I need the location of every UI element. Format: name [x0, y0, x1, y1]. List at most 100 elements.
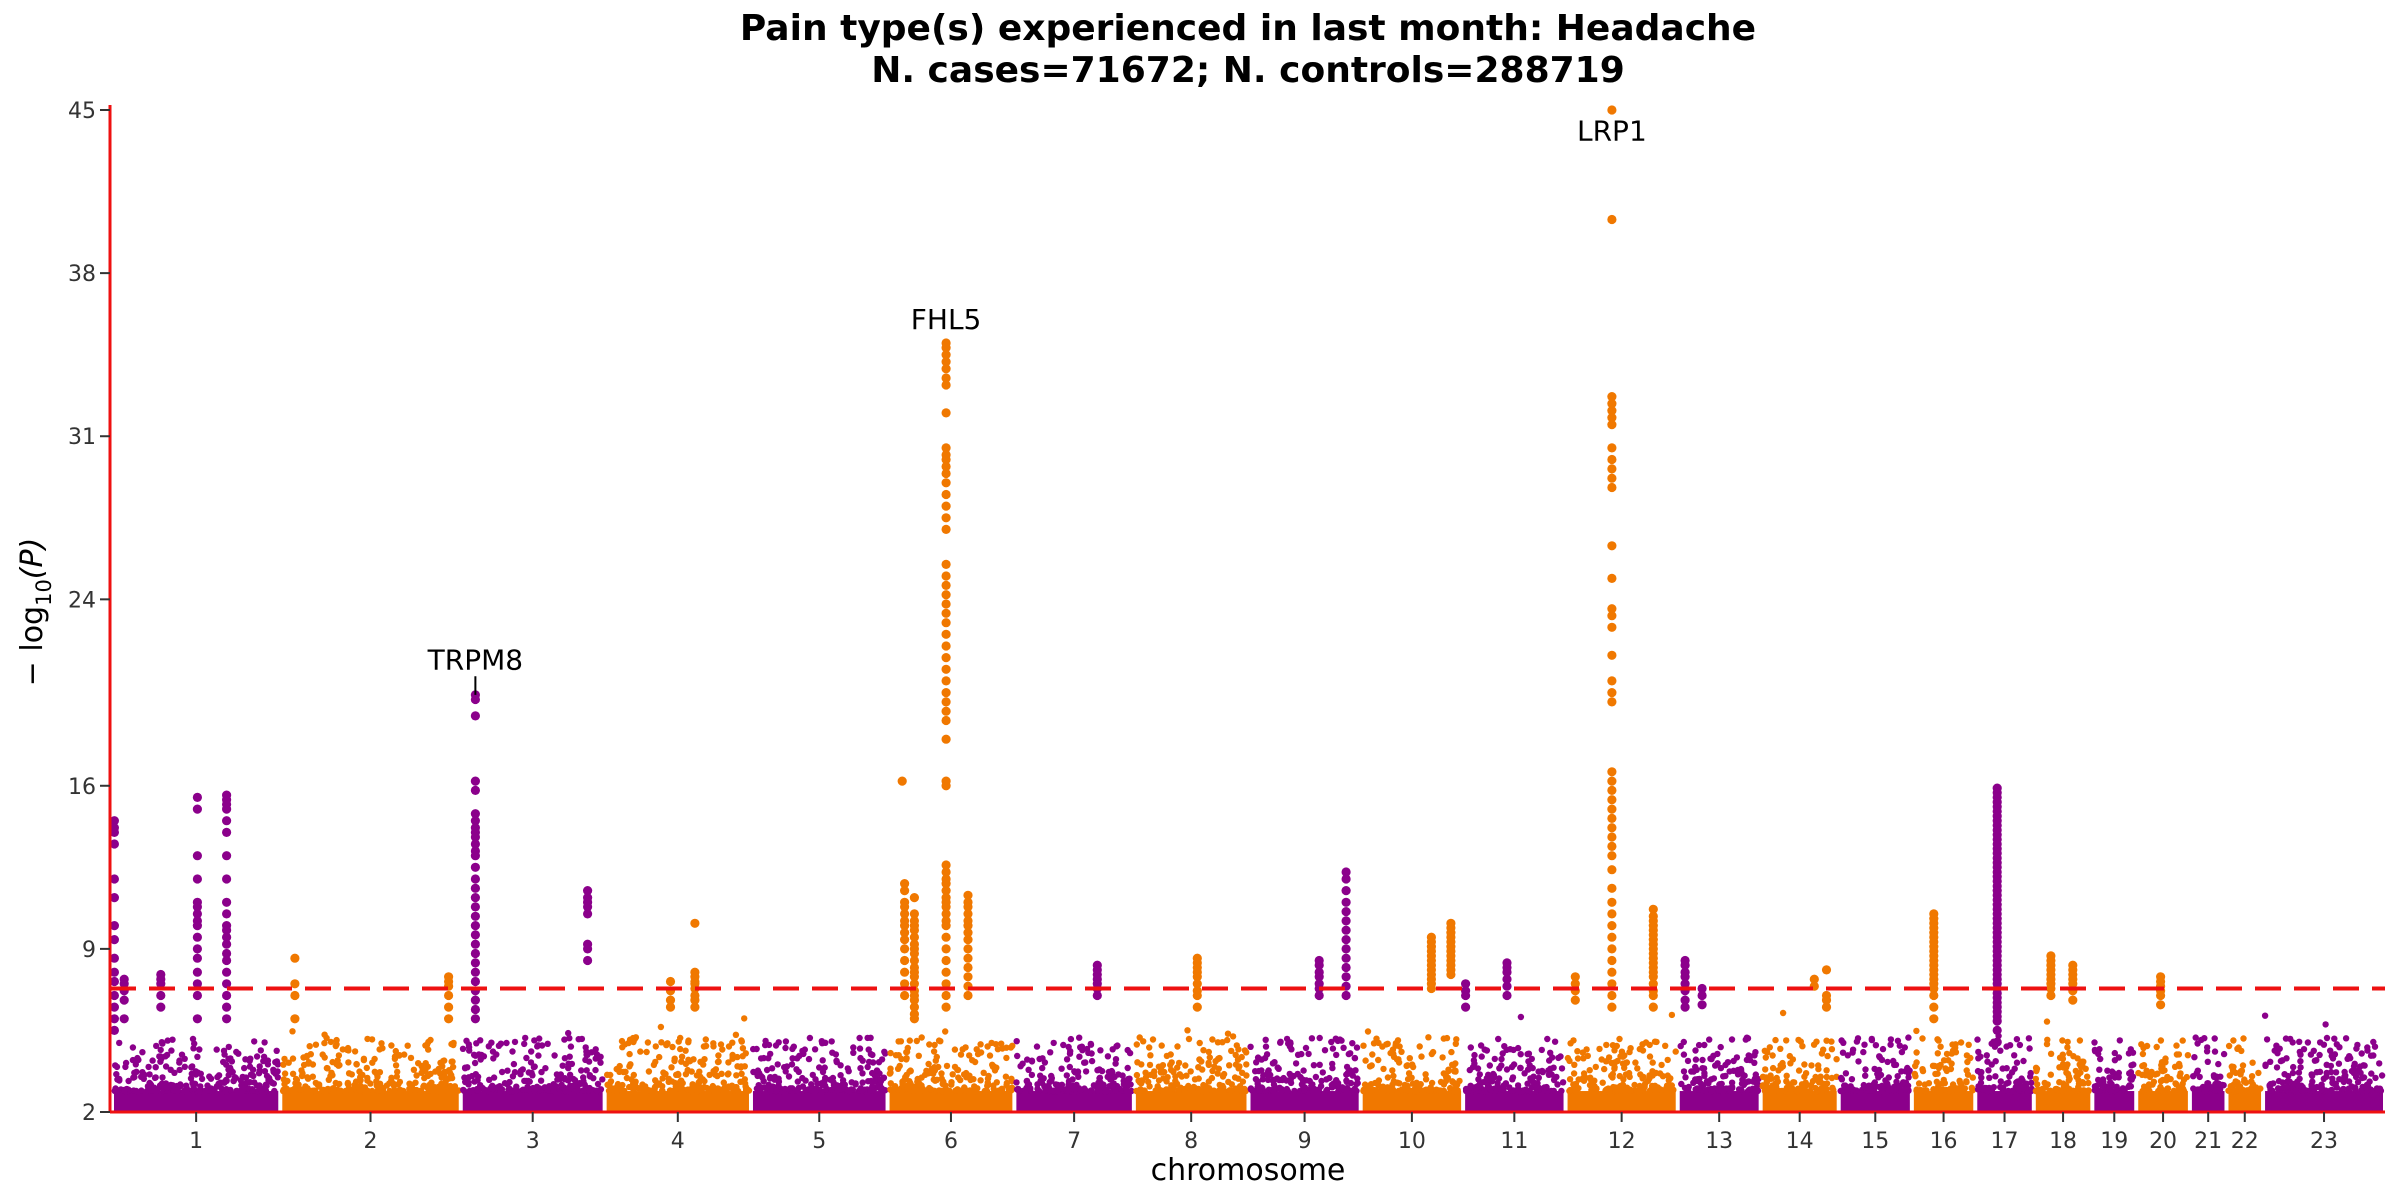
chromosome-5-points: [750, 1034, 889, 1112]
snp-point: [819, 1081, 827, 1089]
snp-point: [1607, 611, 1617, 621]
x-tick-label-chr11: 11: [1500, 1129, 1528, 1154]
snp-point: [1159, 1062, 1167, 1069]
snp-point: [2361, 1062, 2368, 1069]
snp-point: [192, 804, 202, 814]
snp-point: [1896, 1082, 1904, 1090]
snp-point: [1485, 1071, 1492, 1079]
snp-point: [135, 1056, 142, 1064]
snp-point: [2194, 1067, 2201, 1074]
snp-point: [1440, 1070, 1448, 1077]
snp-point: [2176, 1087, 2184, 1094]
snp-point: [168, 1047, 175, 1054]
snp-point: [1821, 965, 1832, 975]
peak-chr1: [119, 974, 129, 1024]
snp-point: [295, 1081, 302, 1088]
snp-point: [192, 932, 202, 942]
snp-point: [714, 1072, 721, 1080]
snp-point: [1653, 1038, 1660, 1046]
snp-point: [1042, 1087, 1049, 1094]
snp-point: [1398, 1086, 1406, 1093]
snp-point: [247, 1055, 254, 1062]
snp-point: [1112, 1087, 1119, 1094]
snp-point: [1219, 1039, 1226, 1046]
snp-point: [2059, 1037, 2066, 1044]
snp-point: [1409, 1063, 1417, 1071]
chromosome-23-points: [2261, 1012, 2386, 1112]
snp-point: [1602, 1058, 1610, 1065]
snp-point: [1723, 1085, 1730, 1092]
chromosome-19-dense-band: [2094, 1091, 2135, 1112]
snp-point: [1146, 1083, 1153, 1090]
snp-point: [304, 1087, 311, 1095]
snp-point: [774, 1061, 781, 1068]
snp-point: [146, 1071, 153, 1078]
x-tick-label-chr19: 19: [2100, 1129, 2128, 1154]
snp-point: [551, 1052, 558, 1059]
snp-point: [1680, 1068, 1688, 1075]
snp-point: [1574, 1048, 1581, 1055]
snp-point: [557, 1075, 564, 1083]
snp-point: [2304, 1039, 2312, 1046]
snp-point: [470, 776, 480, 786]
snp-point: [1097, 1081, 1105, 1089]
snp-point: [915, 1052, 922, 1060]
snp-point: [941, 468, 951, 479]
snp-point: [1558, 1065, 1566, 1072]
snp-point: [1697, 1000, 1707, 1010]
snp-point: [1085, 1049, 1092, 1057]
snp-point: [2309, 1072, 2316, 1080]
snp-point: [339, 1046, 346, 1053]
snp-point: [772, 1042, 780, 1049]
snp-point: [2318, 1081, 2325, 1088]
snp-point: [152, 1064, 159, 1071]
snp-point: [1611, 1063, 1618, 1071]
snp-point: [222, 967, 232, 977]
snp-point: [1224, 1036, 1231, 1044]
snp-point: [1546, 1057, 1553, 1064]
snp-point: [941, 478, 951, 488]
snp-point: [1233, 1042, 1241, 1049]
snp-point: [2358, 1050, 2365, 1057]
snp-point: [305, 1059, 312, 1066]
snp-point: [1088, 1087, 1095, 1094]
snp-point: [1064, 1087, 1072, 1095]
snp-point: [1351, 1086, 1358, 1093]
snp-point: [1728, 1036, 1736, 1043]
snp-point: [162, 1053, 169, 1060]
snp-point: [957, 1051, 965, 1058]
snp-point: [1877, 1071, 1885, 1079]
snp-point: [290, 990, 300, 1001]
snp-point: [177, 1081, 184, 1088]
snp-point: [229, 1068, 236, 1076]
snp-point: [2129, 1049, 2137, 1056]
snp-point: [1607, 676, 1617, 686]
y-tick-label: 38: [68, 262, 96, 287]
snp-point: [1380, 1065, 1387, 1073]
snp-point: [404, 1042, 411, 1049]
snp-point: [1701, 1041, 1708, 1049]
snp-point: [918, 1034, 925, 1041]
chromosome-22-dense-band: [2228, 1091, 2262, 1112]
snp-point: [719, 1046, 726, 1053]
snp-point: [959, 1046, 966, 1053]
snp-point: [521, 1077, 528, 1085]
snp-point: [830, 1079, 837, 1086]
snp-point: [1828, 1038, 1835, 1045]
snp-point: [941, 979, 951, 989]
snp-point: [251, 1038, 258, 1045]
snp-point: [2176, 1063, 2183, 1070]
snp-point: [192, 1068, 199, 1075]
snp-point: [1992, 1058, 1999, 1065]
snp-point: [113, 1071, 120, 1078]
snp-point: [1607, 604, 1617, 614]
snp-point: [1607, 795, 1617, 805]
snp-point: [1978, 1068, 1985, 1076]
snp-point: [682, 1071, 690, 1078]
snp-point: [2079, 1079, 2086, 1086]
snp-point: [1566, 1076, 1574, 1083]
snp-point: [643, 1048, 650, 1056]
snp-point: [1841, 1082, 1848, 1089]
snp-point: [386, 1087, 393, 1095]
snp-point: [951, 1046, 959, 1053]
